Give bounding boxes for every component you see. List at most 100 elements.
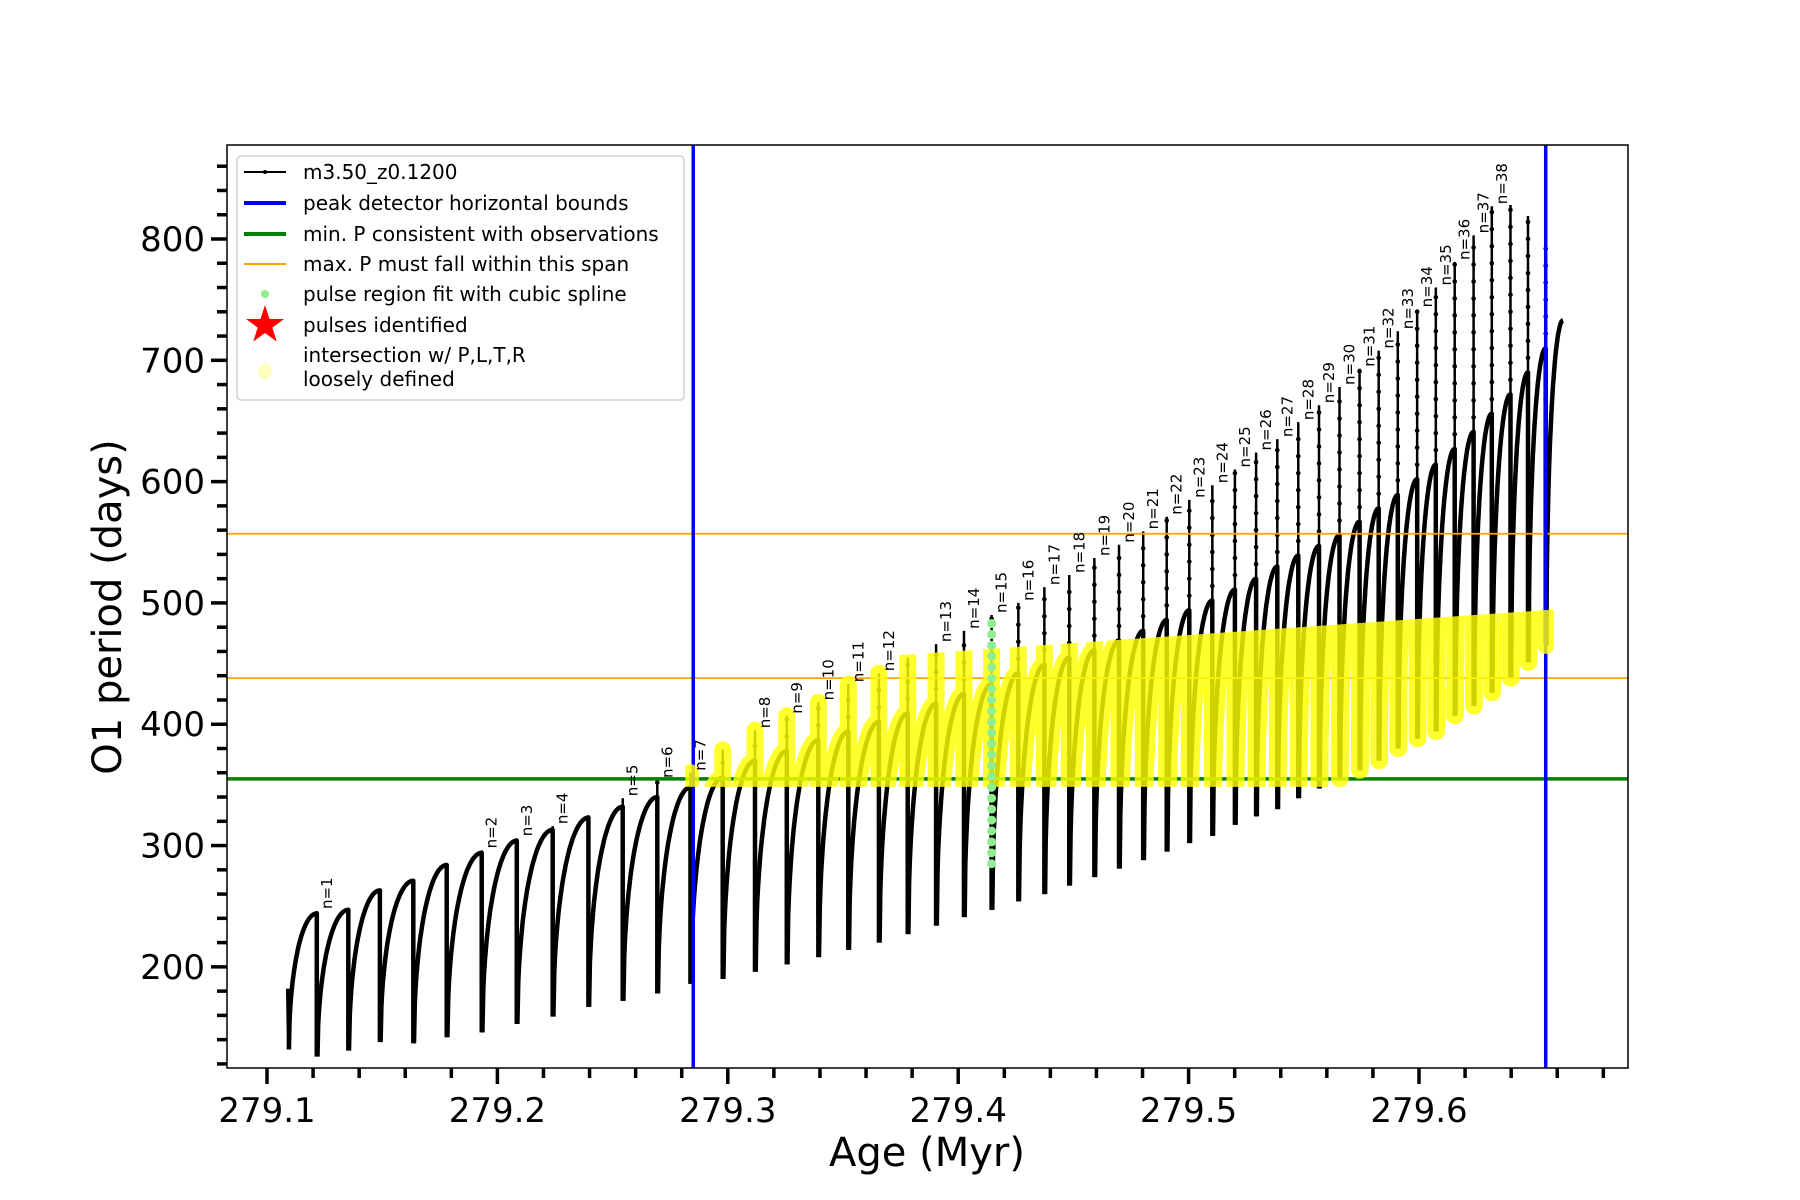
spike-point [1092, 599, 1097, 605]
pulse-label: n=2 [483, 817, 501, 849]
spike-point [1186, 593, 1192, 598]
spike-point [1525, 270, 1531, 276]
legend-item-min-p: min. P consistent with observations [244, 222, 659, 246]
spike-point [1508, 258, 1513, 264]
pulse-label: n=32 [1380, 307, 1398, 348]
spike-point [1186, 508, 1192, 514]
curve-cycle [551, 815, 591, 1017]
spike-point [1337, 484, 1342, 489]
spike-point [1489, 362, 1495, 368]
spline-fit-markers [987, 619, 997, 869]
spike-point [1042, 613, 1047, 619]
spike-point [1414, 309, 1420, 315]
spline-point [987, 782, 997, 792]
pulse-label: n=9 [788, 682, 806, 714]
spike-point [1525, 219, 1531, 225]
spike-point [1433, 328, 1439, 334]
curve-cycle [445, 850, 484, 1038]
spike-point [1452, 296, 1458, 301]
spline-point [987, 859, 997, 869]
pulse-label: n=27 [1278, 396, 1296, 437]
spike-point [1232, 504, 1238, 510]
spike-point [1066, 589, 1072, 595]
spike-point [1140, 580, 1146, 585]
spike-point [1092, 582, 1097, 588]
spike-point [1433, 413, 1439, 419]
spike-point [1253, 561, 1259, 567]
pulse-label: n=13 [937, 601, 955, 642]
curve-cycle [1377, 492, 1401, 761]
spike-point [1452, 415, 1458, 420]
x-tick-label: 279.3 [679, 1091, 776, 1131]
spline-point [987, 673, 997, 683]
spike-point [1508, 241, 1513, 247]
spike-point [1508, 360, 1513, 366]
pulse-label: n=29 [1320, 362, 1338, 403]
curve-cycle [1396, 476, 1420, 749]
spike-point [1316, 427, 1322, 432]
spike-point [1452, 330, 1458, 335]
legend-label: peak detector horizontal bounds [303, 191, 629, 215]
spline-point [987, 728, 997, 738]
dot-icon [261, 290, 269, 298]
spike-point [1525, 304, 1531, 310]
spike-point [1210, 498, 1215, 504]
legend-item-bounds: peak detector horizontal bounds [244, 191, 629, 215]
pulse-label: n=38 [1493, 163, 1511, 204]
legend-item-max-p: max. P must fall within this span [244, 252, 629, 276]
legend-item-model: m3.50_z0.1200 [244, 160, 458, 184]
pulse-label: n=15 [993, 572, 1011, 613]
spike-point [1395, 376, 1401, 381]
reference-lines [227, 145, 1628, 1068]
spike-point [1489, 210, 1495, 215]
spike-point [1337, 501, 1342, 506]
spike-point [1452, 262, 1458, 267]
pulse-label: n=25 [1236, 426, 1254, 467]
spike-point [1471, 381, 1476, 386]
spike-point [1525, 338, 1531, 344]
spike-point [1140, 596, 1146, 602]
spike-point [1316, 444, 1322, 449]
legend-label: intersection w/ P,L,T,R [303, 343, 526, 367]
spike-point [1186, 559, 1192, 564]
pulse-label: n=33 [1399, 288, 1417, 329]
spike-point [1433, 379, 1439, 385]
curve-cycle [480, 838, 520, 1033]
spike-point [1489, 277, 1495, 283]
spike-point [1414, 326, 1420, 332]
legend-label-line2: loosely defined [303, 367, 455, 391]
spike-point [1116, 572, 1122, 578]
spike-point [1508, 275, 1513, 281]
spike-point [1376, 474, 1381, 480]
spike-point [1357, 385, 1362, 391]
spike-point [1489, 260, 1495, 266]
spike-point [1232, 521, 1238, 527]
spike-point [1489, 243, 1495, 249]
spline-point [987, 815, 997, 825]
spike-point [1316, 512, 1322, 517]
spline-point [987, 771, 997, 781]
spike-point [1092, 633, 1097, 638]
spike-point [1016, 605, 1021, 611]
x-axis-label: Age (Myr) [829, 1130, 1025, 1176]
x-tick-label: 279.1 [218, 1091, 315, 1131]
curve-cycle [1490, 392, 1513, 693]
spline-point [987, 706, 997, 716]
y-tick-label: 400 [140, 705, 205, 745]
pulse-label: n=5 [624, 765, 642, 797]
spike-point [1414, 360, 1420, 366]
y-tick-label: 700 [140, 341, 205, 381]
spike-point [1232, 470, 1238, 476]
spike-point [1395, 444, 1401, 449]
pulse-label: n=14 [965, 588, 983, 629]
spike-point [1164, 535, 1170, 540]
legend-item-loose: intersection w/ P,L,T,R loosely defined [258, 343, 526, 391]
pulse-label: n=35 [1437, 244, 1455, 285]
spike-point [1232, 555, 1238, 561]
pulse-label: n=20 [1120, 502, 1138, 543]
spike-point [1295, 487, 1301, 493]
legend-label: min. P consistent with observations [303, 222, 659, 246]
spike-point [1357, 402, 1362, 408]
y-tick-label: 800 [140, 220, 205, 260]
